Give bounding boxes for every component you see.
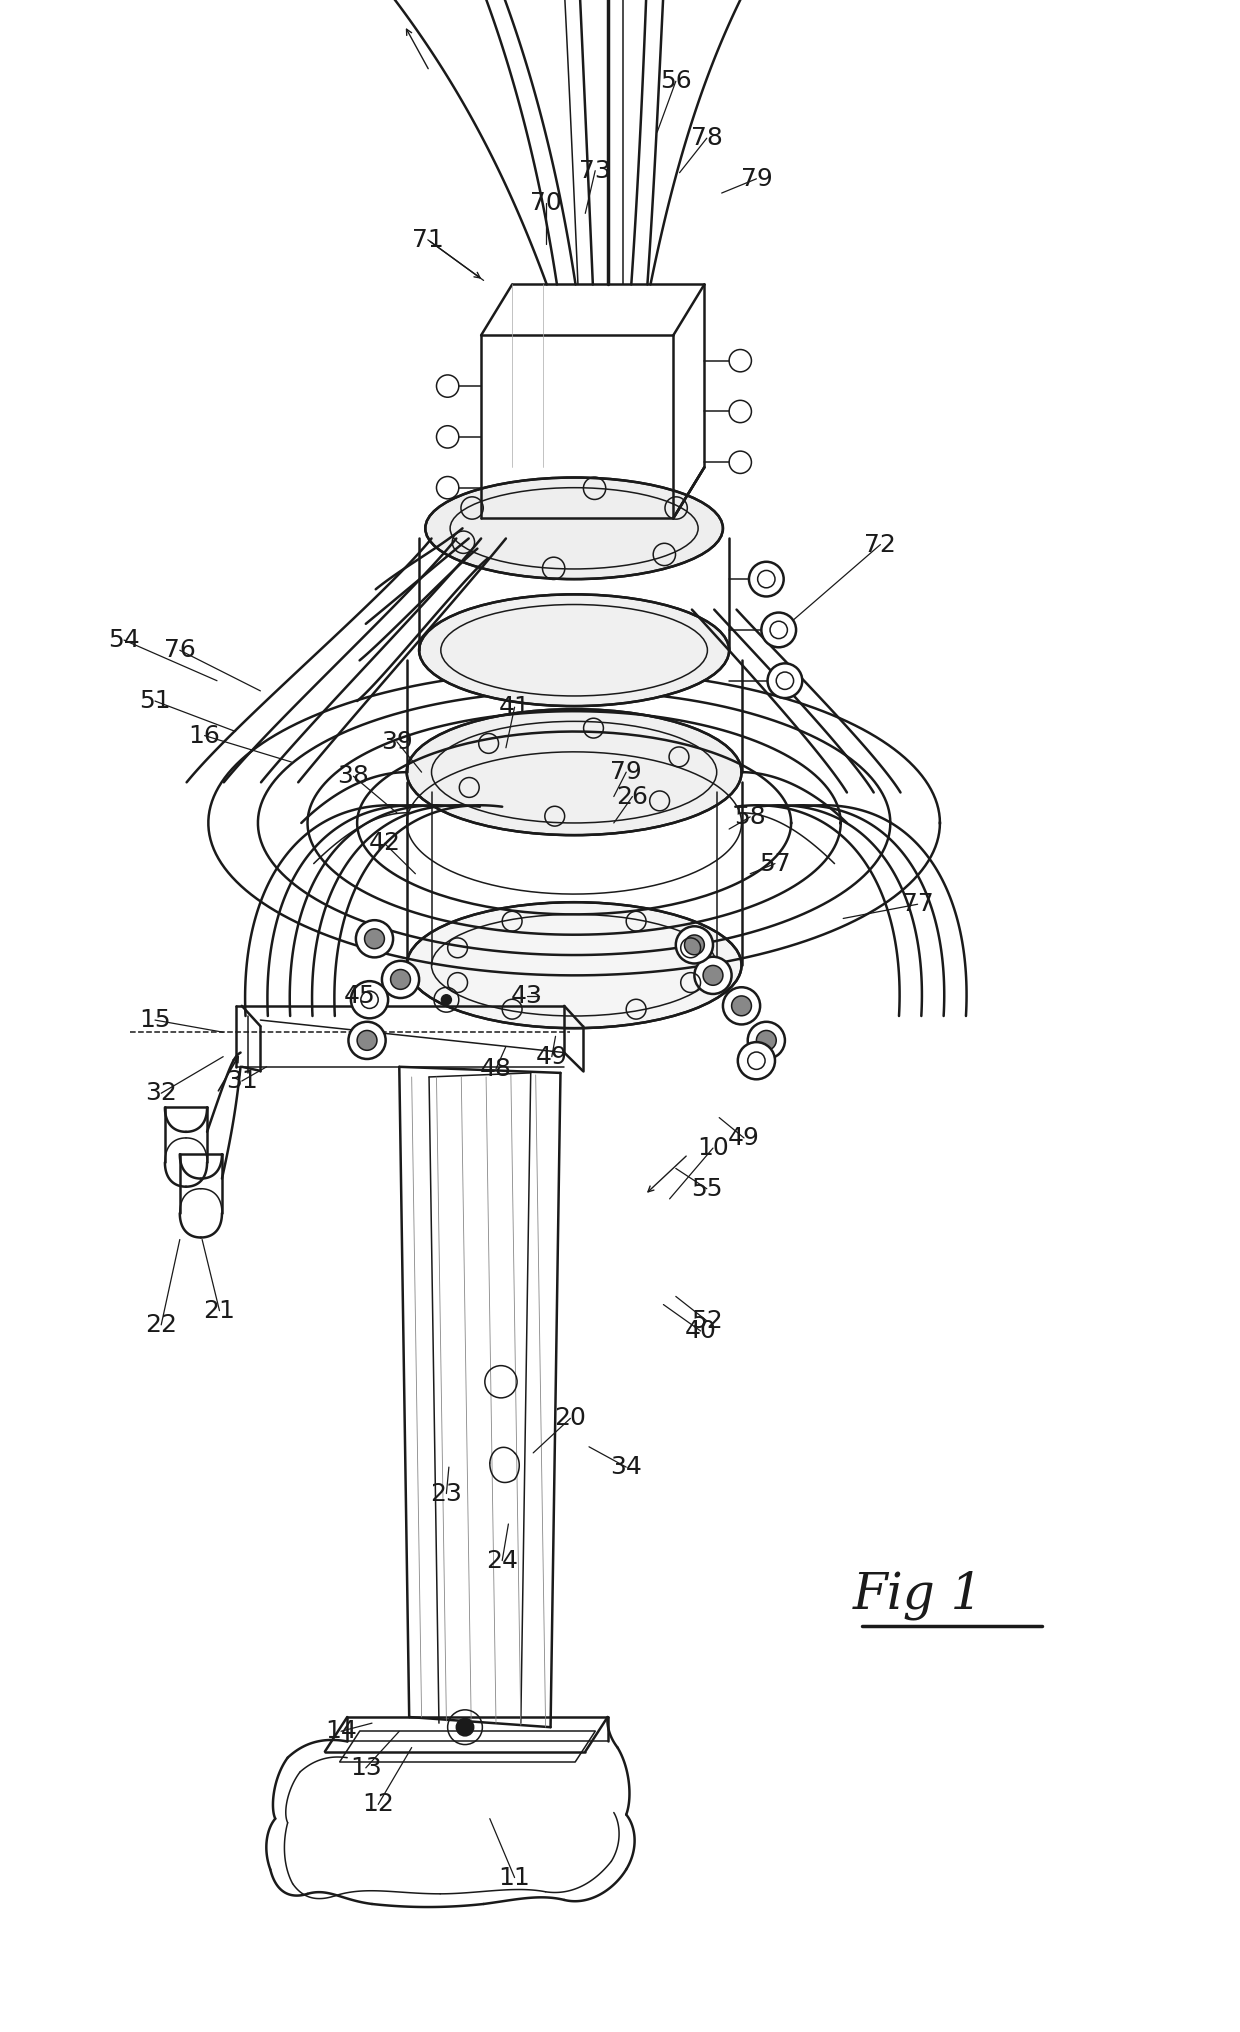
- Text: 72: 72: [864, 532, 897, 557]
- Ellipse shape: [407, 709, 742, 835]
- Text: 49: 49: [536, 1044, 568, 1069]
- Text: 78: 78: [691, 126, 723, 150]
- Text: 24: 24: [486, 1548, 518, 1573]
- Circle shape: [357, 1030, 377, 1051]
- Text: 48: 48: [480, 1057, 512, 1081]
- Text: 79: 79: [740, 167, 773, 191]
- Text: 20: 20: [554, 1406, 587, 1431]
- Circle shape: [684, 935, 704, 955]
- Circle shape: [723, 988, 760, 1024]
- Circle shape: [703, 965, 723, 986]
- Circle shape: [756, 1030, 776, 1051]
- Text: 22: 22: [145, 1313, 177, 1337]
- Text: Fig 1: Fig 1: [852, 1571, 983, 1620]
- Text: 43: 43: [511, 983, 543, 1008]
- Text: 38: 38: [337, 764, 370, 788]
- Text: 71: 71: [412, 228, 444, 252]
- Circle shape: [351, 981, 388, 1018]
- Text: 26: 26: [616, 784, 649, 809]
- Text: 57: 57: [759, 851, 791, 876]
- Circle shape: [348, 1022, 386, 1059]
- Text: 15: 15: [139, 1008, 171, 1032]
- Circle shape: [768, 662, 802, 699]
- Text: 41: 41: [498, 695, 531, 719]
- Text: 52: 52: [691, 1309, 723, 1333]
- Circle shape: [365, 929, 384, 949]
- Circle shape: [738, 1042, 775, 1079]
- Text: 39: 39: [381, 729, 413, 754]
- Text: 76: 76: [164, 638, 196, 662]
- Circle shape: [732, 996, 751, 1016]
- Text: 31: 31: [226, 1069, 258, 1093]
- Text: 56: 56: [660, 69, 692, 93]
- Text: 34: 34: [610, 1455, 642, 1479]
- Ellipse shape: [425, 478, 723, 579]
- Text: 54: 54: [108, 628, 140, 652]
- Circle shape: [382, 961, 419, 998]
- Text: 73: 73: [579, 158, 611, 183]
- Circle shape: [748, 1022, 785, 1059]
- Text: 79: 79: [610, 760, 642, 784]
- Text: 11: 11: [498, 1865, 531, 1890]
- Text: 77: 77: [901, 892, 934, 916]
- Text: 12: 12: [362, 1792, 394, 1817]
- Text: 32: 32: [145, 1081, 177, 1105]
- Text: 70: 70: [529, 191, 562, 215]
- Circle shape: [456, 1719, 474, 1735]
- Text: 16: 16: [188, 723, 221, 748]
- Ellipse shape: [407, 902, 742, 1028]
- Text: 14: 14: [325, 1719, 357, 1743]
- Circle shape: [356, 920, 393, 957]
- Text: 55: 55: [691, 1177, 723, 1201]
- Text: 49: 49: [728, 1126, 760, 1150]
- Text: 21: 21: [203, 1298, 236, 1323]
- Text: 13: 13: [350, 1756, 382, 1780]
- Circle shape: [761, 612, 796, 648]
- Circle shape: [694, 957, 732, 994]
- Circle shape: [391, 969, 410, 990]
- Circle shape: [749, 561, 784, 597]
- Text: 45: 45: [343, 983, 376, 1008]
- Circle shape: [676, 927, 713, 963]
- Ellipse shape: [419, 593, 729, 707]
- Circle shape: [441, 996, 451, 1004]
- Text: 40: 40: [684, 1319, 717, 1343]
- Text: 23: 23: [430, 1481, 463, 1506]
- Text: 51: 51: [139, 689, 171, 713]
- Text: 42: 42: [368, 831, 401, 855]
- Text: 10: 10: [697, 1136, 729, 1160]
- Text: 58: 58: [734, 805, 766, 829]
